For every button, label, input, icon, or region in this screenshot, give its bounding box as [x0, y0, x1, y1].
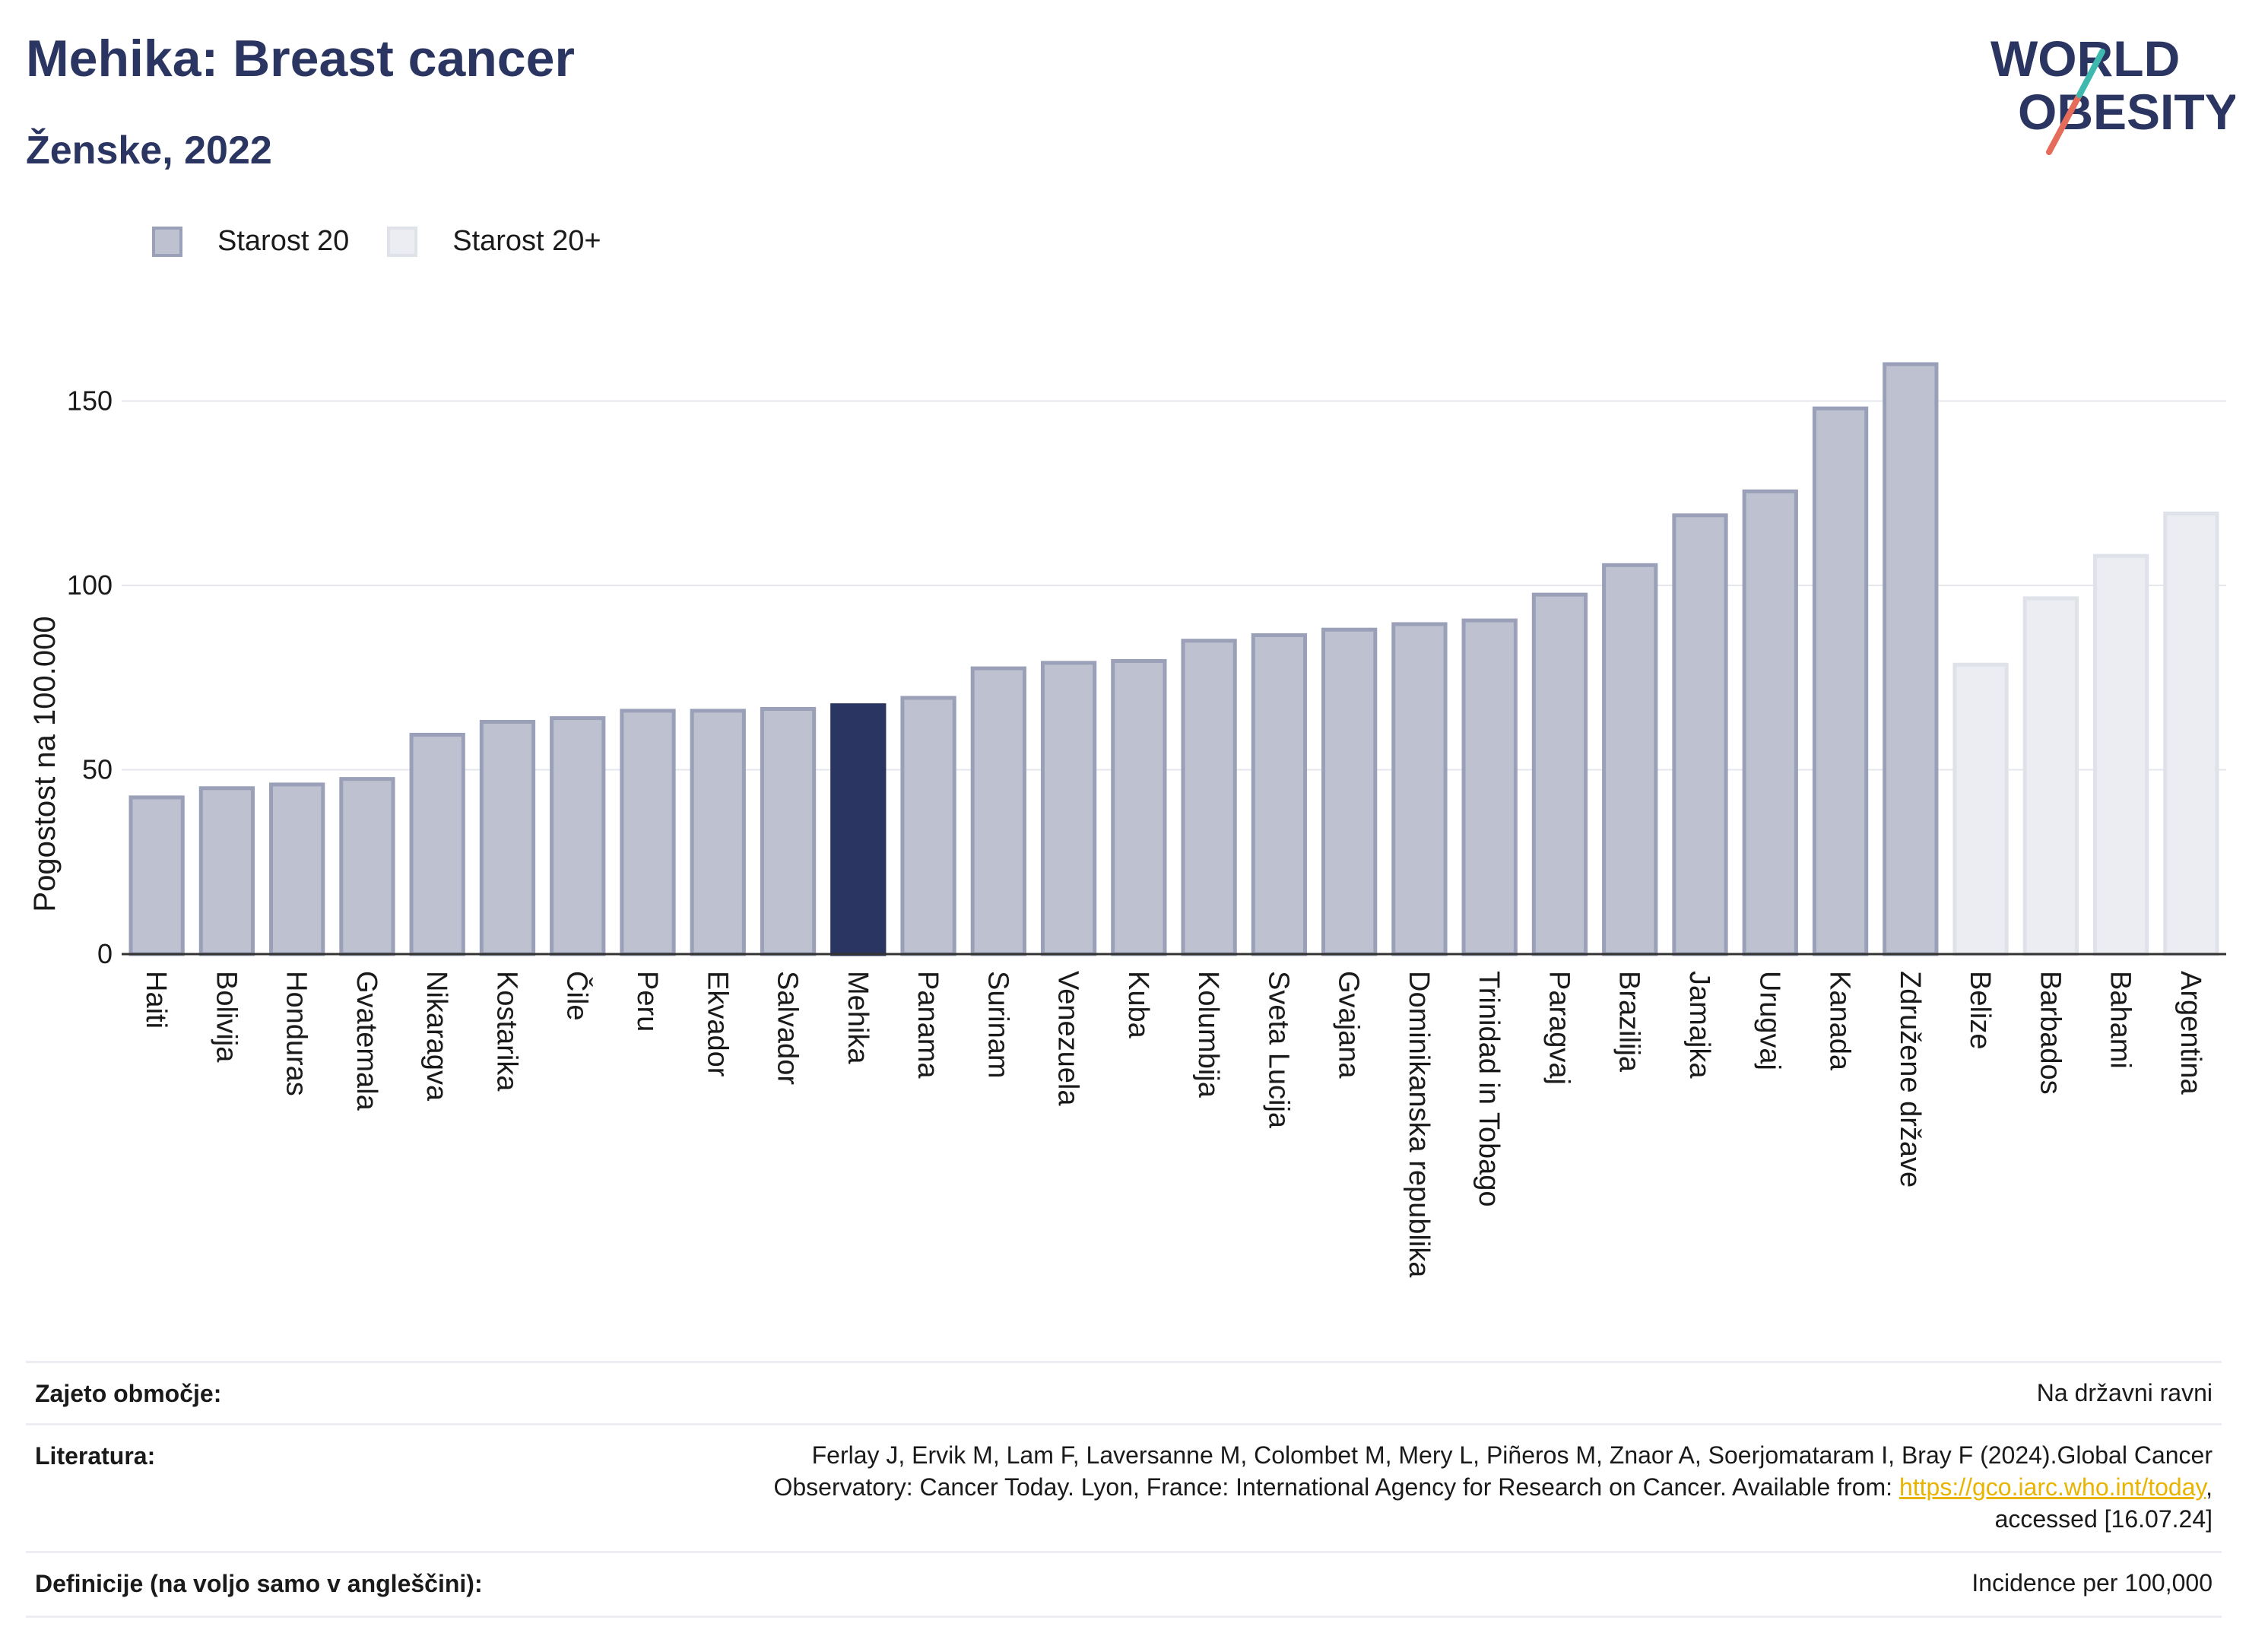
bar — [830, 703, 887, 956]
bar — [479, 719, 536, 956]
bar — [1742, 489, 1798, 956]
bar — [1251, 633, 1308, 956]
literature-link[interactable]: https://gco.iarc.who.int/today — [1898, 1473, 2206, 1501]
x-tick-label: Trinidad in Tobago — [1473, 971, 1505, 1207]
bar — [1531, 592, 1588, 956]
literature-line1: Ferlay J, Ervik M, Lam F, Laversanne M, … — [811, 1441, 2213, 1469]
x-tick-label: Argentina — [2174, 971, 2206, 1096]
meta-row-literature: Literatura: Ferlay J, Ervik M, Lam F, La… — [26, 1423, 2222, 1553]
x-tick-label: Urugvaj — [1753, 971, 1785, 1070]
bar — [1672, 513, 1728, 956]
x-tick-label: Kuba — [1122, 971, 1154, 1039]
bar — [2022, 596, 2079, 956]
chart-title: Mehika: Breast cancer — [26, 30, 575, 87]
legend-swatch — [387, 226, 418, 257]
bar — [2163, 511, 2219, 956]
bar-chart: 0 50 100 150 Pogostost na 100.000 Haiti Bolivi… — [28, 362, 2226, 1278]
x-tick-label: Surinam — [982, 971, 1013, 1079]
bar — [1321, 627, 1378, 956]
x-tick-label: Ekvador — [701, 971, 733, 1077]
literature-label: Literatura: — [35, 1442, 156, 1470]
bar — [690, 709, 746, 956]
legend-label: Starost 20 — [217, 225, 350, 257]
bar — [269, 782, 325, 956]
literature-value: Ferlay J, Ervik M, Lam F, Laversanne M, … — [773, 1439, 2213, 1535]
y-tick-label: 100 — [67, 569, 113, 601]
x-tick-label: Kanada — [1824, 971, 1856, 1071]
world-obesity-logo: WORLD OBESITY — [1990, 30, 2235, 155]
bar — [550, 716, 606, 956]
bar — [409, 732, 465, 956]
x-tick-label: Sveta Lucija — [1262, 971, 1294, 1129]
bar — [1602, 563, 1658, 956]
bar — [760, 706, 817, 956]
y-tick-label: 50 — [82, 754, 113, 785]
x-tick-label: Kostarika — [490, 971, 522, 1092]
x-tick-label: Gvajana — [1333, 971, 1365, 1079]
bar — [970, 666, 1026, 956]
bar — [1952, 662, 2009, 956]
chart-subtitle: Ženske, 2022 — [26, 128, 272, 173]
y-axis-label: Pogostost na 100.000 — [28, 616, 62, 912]
x-tick-label: Barbados — [2034, 971, 2066, 1095]
x-tick-label: Brazilija — [1613, 971, 1645, 1073]
bar — [1391, 622, 1448, 956]
bar — [900, 696, 956, 956]
x-tick-label: Salvador — [772, 971, 804, 1085]
bar — [1812, 406, 1869, 956]
legend-label: Starost 20+ — [452, 225, 601, 257]
bar — [1181, 639, 1237, 956]
literature-line3: accessed [16.07.24] — [1994, 1505, 2213, 1533]
bar — [1461, 618, 1518, 956]
literature-line2: Observatory: Cancer Today. Lyon, France:… — [773, 1473, 2213, 1501]
meta-row-definitions: Definicije (na voljo samo v angleščini):… — [26, 1551, 2222, 1618]
chart-legend: Starost 20 Starost 20+ — [152, 225, 639, 258]
logo-line2: OBESITY — [2018, 84, 2235, 140]
bar — [620, 709, 676, 956]
x-tick-label: Mehika — [842, 971, 874, 1064]
x-tick-label: Belize — [1964, 971, 1996, 1050]
x-tick-label: Honduras — [281, 971, 312, 1096]
coverage-value: Na državni ravni — [2036, 1379, 2213, 1406]
x-tick-label: Gvatemala — [351, 971, 382, 1111]
x-tick-label: Bahami — [2105, 971, 2136, 1069]
bar — [198, 786, 255, 956]
y-tick-label: 0 — [97, 938, 113, 969]
meta-row-coverage: Zajeto območje: Na državni ravni — [26, 1361, 2222, 1425]
bar — [128, 795, 185, 956]
x-tick-label: Združene države — [1894, 971, 1926, 1187]
legend-item-starost-20[interactable]: Starost 20 — [152, 225, 349, 258]
legend-item-starost-20-plus[interactable]: Starost 20+ — [387, 225, 601, 258]
x-tick-label: Bolivija — [210, 971, 242, 1063]
bar — [1883, 362, 1939, 956]
logo-line1: WORLD — [1990, 30, 2180, 87]
x-tick-label: Paragvaj — [1543, 971, 1575, 1085]
x-tick-label: Dominikanska republika — [1403, 971, 1435, 1278]
x-tick-label: Panama — [912, 971, 944, 1079]
bar — [2092, 553, 2149, 956]
x-tick-label: Venezuela — [1052, 971, 1084, 1106]
coverage-label: Zajeto območje: — [35, 1380, 222, 1407]
definitions-label: Definicije (na voljo samo v angleščini): — [35, 1570, 483, 1597]
legend-swatch — [152, 226, 182, 257]
bar — [1111, 658, 1167, 956]
x-tick-label: Haiti — [140, 971, 172, 1029]
y-tick-label: 150 — [67, 385, 113, 417]
x-tick-label: Jamajka — [1683, 971, 1715, 1079]
bar — [339, 777, 395, 956]
x-tick-label: Čile — [561, 971, 595, 1020]
x-tick-label: Kolumbija — [1192, 971, 1224, 1099]
definitions-value: Incidence per 100,000 — [1971, 1569, 2213, 1597]
x-tick-label: Peru — [631, 971, 663, 1032]
bar — [1040, 661, 1097, 956]
x-tick-label: Nikaragva — [420, 971, 452, 1102]
